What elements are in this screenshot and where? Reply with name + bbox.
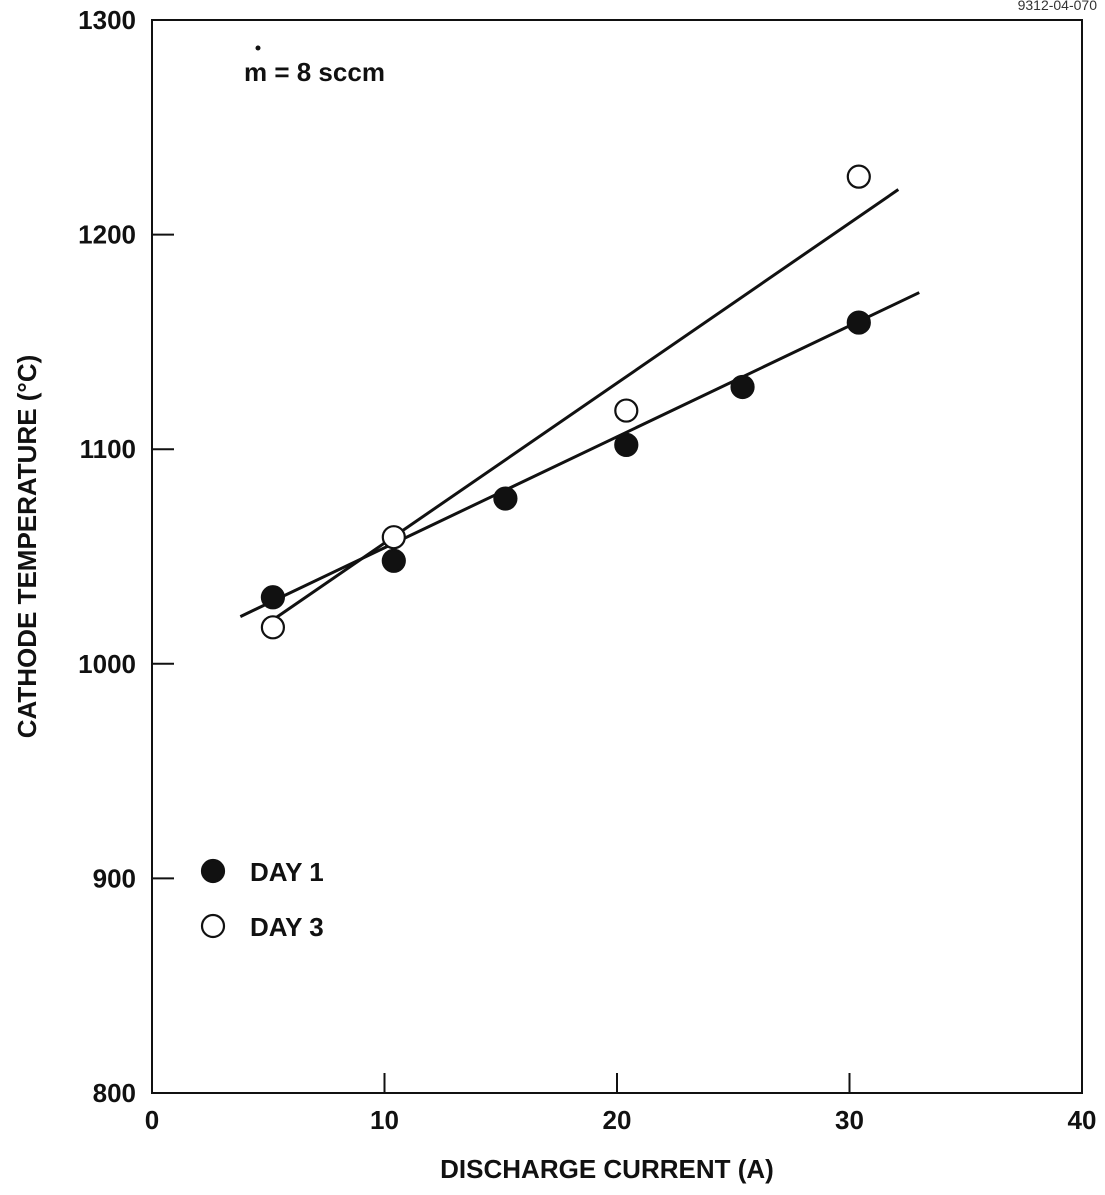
fit-lines: [239, 188, 920, 625]
figure-id: 9312-04-070: [1018, 0, 1098, 13]
legend-marker-day-3: [200, 913, 226, 939]
y-axis-title: CATHODE TEMPERATURE (°C): [12, 355, 42, 739]
fit-line-day-3: [267, 188, 900, 625]
y-tick-label: 1300: [78, 5, 136, 35]
axis-ticks: 0 10 20 30 40 800 900 1000 1100 1200 1300: [78, 5, 1096, 1135]
data-point-day-3: [614, 398, 639, 423]
x-tick-label: 30: [835, 1105, 864, 1135]
data-point-day-3: [381, 525, 406, 550]
y-tick-label: 900: [93, 863, 136, 893]
y-tick-label: 1100: [80, 434, 136, 464]
data-point-day-1: [493, 486, 518, 511]
y-tick-label: 800: [93, 1078, 136, 1108]
data-point-day-1: [260, 585, 285, 610]
x-tick-label: 0: [145, 1105, 159, 1135]
annotation-dot: [255, 45, 261, 51]
x-tick-label: 20: [603, 1105, 632, 1135]
x-tick-label: 40: [1068, 1105, 1097, 1135]
legend: DAY 1 DAY 3: [200, 857, 324, 942]
legend-label-day-3: DAY 3: [250, 912, 324, 942]
y-tick-label: 1000: [78, 649, 136, 679]
fit-line-day-1: [239, 291, 920, 618]
x-tick-label: 10: [370, 1105, 399, 1135]
data-point-day-1: [846, 310, 871, 335]
flow-rate-annotation: m = 8 sccm: [244, 45, 385, 87]
data-points: [260, 164, 871, 640]
x-axis-title: DISCHARGE CURRENT (A): [440, 1154, 774, 1184]
data-point-day-3: [260, 615, 285, 640]
data-point-day-3: [846, 164, 871, 189]
data-point-day-1: [730, 374, 755, 400]
data-point-day-1: [381, 548, 406, 573]
legend-label-day-1: DAY 1: [250, 857, 324, 887]
data-point-day-1: [614, 432, 639, 458]
legend-marker-day-1: [200, 858, 226, 884]
y-tick-label: 1200: [78, 220, 136, 250]
annotation-text: m = 8 sccm: [244, 57, 385, 87]
